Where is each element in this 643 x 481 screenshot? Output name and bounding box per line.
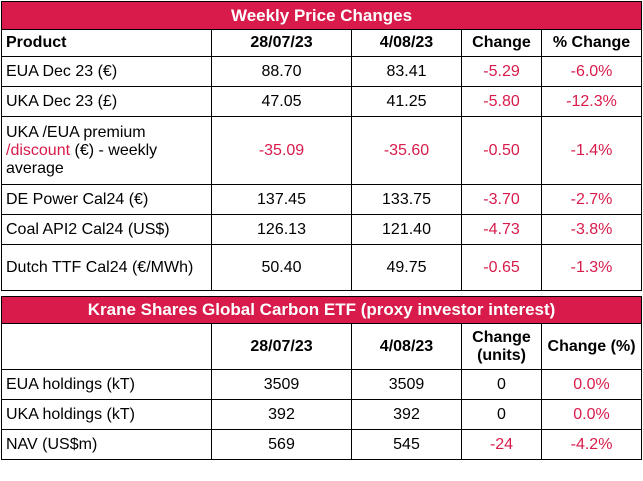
header-date-2: 4/08/23 [351,29,462,57]
value-pct-change: -12.3% [540,86,643,117]
row-label: UKA /EUA premium /discount (€) - weekly … [1,116,212,185]
value-date-2: 545 [351,429,462,460]
header-change-pct: Change (%) [540,323,643,370]
krane-etf-table: Krane Shares Global Carbon ETF (proxy in… [0,296,643,460]
row-label-part-1: UKA /EUA premium [6,123,146,141]
value-date-2: 133.75 [351,184,462,215]
value-date-1: 50.40 [211,244,352,291]
table-row: UKA holdings (kT) 392 392 0 0.0% [1,399,643,430]
row-label: NAV (US$m) [1,429,212,460]
value-change: -24 [461,429,542,460]
value-pct-change: -1.4% [540,116,643,185]
row-label: UKA holdings (kT) [1,399,212,430]
value-date-2: 392 [351,399,462,430]
price-tables: Weekly Price Changes Product 28/07/23 4/… [0,1,643,460]
header-pct-change: % Change [540,29,643,57]
value-date-1: 569 [211,429,352,460]
row-label-part-3: (€) - weekly average [6,141,158,177]
header-product: Product [1,29,212,57]
value-date-1: 126.13 [211,214,352,245]
value-date-1: 47.05 [211,86,352,117]
value-date-2: -35.60 [351,116,462,185]
value-change: 0 [461,399,542,430]
value-change: -3.70 [461,184,542,215]
table-row: Coal API2 Cal24 (US$) 126.13 121.40 -4.7… [1,214,643,245]
table-row: DE Power Cal24 (€) 137.45 133.75 -3.70 -… [1,184,643,215]
value-date-2: 3509 [351,369,462,400]
value-date-1: -35.09 [211,116,352,185]
value-pct-change: -1.3% [540,244,643,291]
value-pct-change: 0.0% [540,369,643,400]
value-date-2: 83.41 [351,56,462,87]
value-date-1: 3509 [211,369,352,400]
table-row: EUA Dec 23 (€) 88.70 83.41 -5.29 -6.0% [1,56,643,87]
value-pct-change: -2.7% [540,184,643,215]
row-label: EUA Dec 23 (€) [1,56,212,87]
value-pct-change: -4.2% [540,429,643,460]
table-row: UKA /EUA premium /discount (€) - weekly … [1,116,643,185]
value-date-2: 49.75 [351,244,462,291]
header-change: Change [461,29,542,57]
header-date-1: 28/07/23 [211,29,352,57]
value-change: -4.73 [461,214,542,245]
weekly-title: Weekly Price Changes [0,1,643,30]
table-row: UKA Dec 23 (£) 47.05 41.25 -5.80 -12.3% [1,86,643,117]
header-empty [1,323,212,370]
value-date-1: 88.70 [211,56,352,87]
weekly-price-table: Weekly Price Changes Product 28/07/23 4/… [0,1,643,291]
row-label-discount: /discount [6,141,71,159]
value-date-1: 137.45 [211,184,352,215]
header-change-units: Change (units) [461,323,542,370]
value-date-2: 121.40 [351,214,462,245]
row-label: EUA holdings (kT) [1,369,212,400]
table-row: EUA holdings (kT) 3509 3509 0 0.0% [1,369,643,400]
value-change: -0.50 [461,116,542,185]
value-pct-change: 0.0% [540,399,643,430]
row-label: UKA Dec 23 (£) [1,86,212,117]
row-label: Coal API2 Cal24 (US$) [1,214,212,245]
header-date-1: 28/07/23 [211,323,352,370]
value-pct-change: -6.0% [540,56,643,87]
header-date-2: 4/08/23 [351,323,462,370]
value-date-1: 392 [211,399,352,430]
krane-title: Krane Shares Global Carbon ETF (proxy in… [0,296,643,324]
table-row: NAV (US$m) 569 545 -24 -4.2% [1,429,643,460]
row-label: DE Power Cal24 (€) [1,184,212,215]
value-date-2: 41.25 [351,86,462,117]
value-change: -0.65 [461,244,542,291]
value-change: -5.29 [461,56,542,87]
row-label: Dutch TTF Cal24 (€/MWh) [1,244,212,291]
value-change: 0 [461,369,542,400]
table-row: Dutch TTF Cal24 (€/MWh) 50.40 49.75 -0.6… [1,244,643,291]
value-pct-change: -3.8% [540,214,643,245]
value-change: -5.80 [461,86,542,117]
